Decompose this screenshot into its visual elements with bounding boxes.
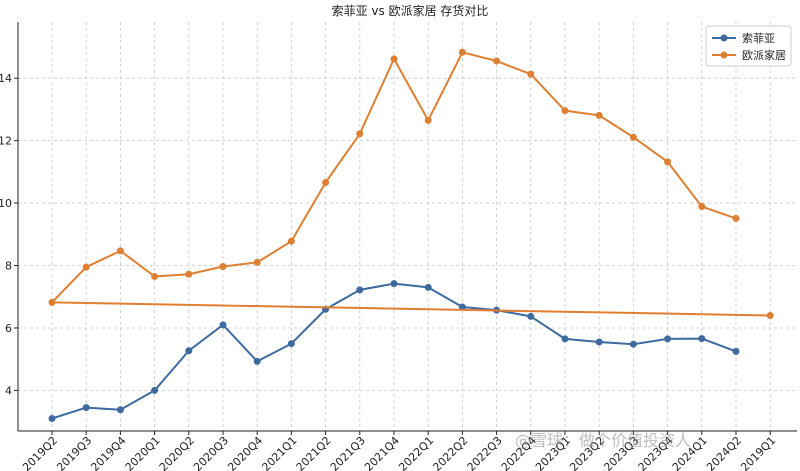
data-point	[766, 311, 774, 319]
data-point	[185, 270, 193, 278]
data-point	[185, 347, 193, 355]
data-point	[698, 203, 706, 211]
y-tick-label: 12	[0, 135, 12, 148]
data-point	[493, 57, 501, 65]
grid	[18, 22, 797, 431]
data-point	[322, 178, 330, 186]
data-point	[732, 347, 740, 355]
data-point	[287, 340, 295, 348]
data-point	[151, 386, 159, 394]
data-point	[253, 258, 261, 266]
data-point	[698, 335, 706, 343]
data-point	[561, 107, 569, 115]
y-tick-label: 14	[0, 72, 12, 85]
data-point	[732, 214, 740, 222]
data-point	[48, 415, 56, 423]
data-point	[390, 55, 398, 63]
data-point	[527, 312, 535, 320]
data-point	[219, 262, 227, 270]
data-point	[82, 404, 90, 412]
data-point	[527, 70, 535, 78]
data-point	[151, 272, 159, 280]
y-tick-label: 4	[5, 384, 12, 397]
data-point	[253, 357, 261, 365]
y-tick-label: 10	[0, 197, 12, 210]
data-point	[48, 298, 56, 306]
legend-label: 欧派家居	[742, 48, 786, 62]
data-point	[82, 263, 90, 271]
data-point	[424, 283, 432, 291]
series-layer	[48, 48, 774, 423]
data-point	[629, 340, 637, 348]
data-point	[664, 335, 672, 343]
data-point	[116, 247, 124, 255]
y-tick-label: 6	[5, 322, 12, 335]
data-point	[219, 321, 227, 329]
data-point	[424, 116, 432, 124]
y-tick-label: 8	[5, 260, 12, 273]
data-point	[595, 338, 603, 346]
data-point	[287, 237, 295, 245]
legend-swatch-marker	[720, 34, 728, 42]
legend-label: 索菲亚	[742, 31, 775, 45]
data-point	[356, 130, 364, 138]
watermark: @雪球：做个价值投资人	[515, 431, 691, 450]
data-point	[629, 133, 637, 141]
data-point	[595, 111, 603, 119]
data-point	[664, 158, 672, 166]
data-point	[458, 48, 466, 56]
chart-title: 索菲亚 vs 欧派家居 存货对比	[332, 3, 489, 18]
data-point	[116, 406, 124, 414]
data-point	[561, 335, 569, 343]
x-tick-label: 2019Q1	[738, 434, 778, 471]
series-trend-line-1	[51, 301, 771, 317]
data-point	[390, 280, 398, 288]
axes: 4681012142019Q22019Q32019Q42020Q12020Q22…	[0, 22, 797, 471]
legend-swatch-marker	[720, 51, 728, 59]
data-point	[356, 286, 364, 294]
data-point	[458, 303, 466, 311]
